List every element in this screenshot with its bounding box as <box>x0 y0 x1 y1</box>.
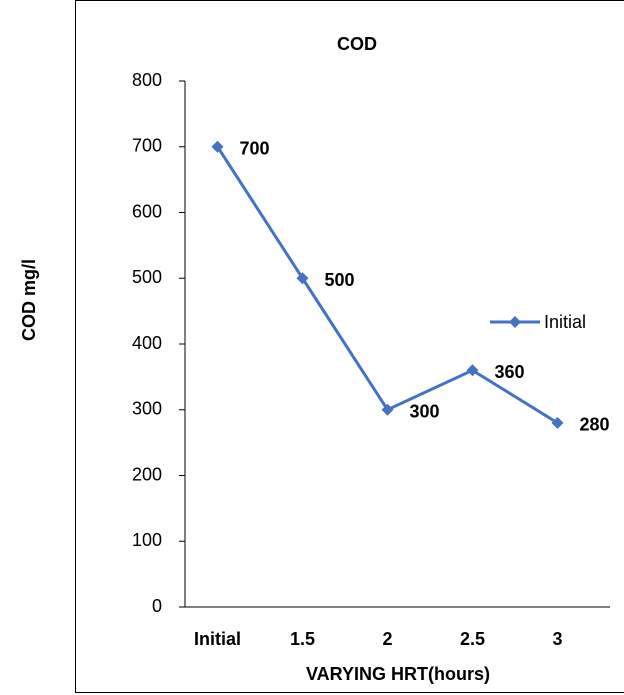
x-tick-label: 2 <box>382 629 392 649</box>
x-tick-label: Initial <box>194 629 241 649</box>
x-axis-label: VARYING HRT(hours) <box>306 664 490 684</box>
y-tick-label: 300 <box>132 399 162 419</box>
point-marker <box>381 403 394 416</box>
y-axis-label: COD mg/l <box>19 259 39 341</box>
legend-marker <box>509 316 521 328</box>
x-tick-label: 1.5 <box>290 629 315 649</box>
chart-title: COD <box>337 34 377 54</box>
y-tick-label: 500 <box>132 267 162 287</box>
y-tick-label: 700 <box>132 136 162 156</box>
x-tick-label: 3 <box>552 629 562 649</box>
data-label: 500 <box>325 270 355 290</box>
y-tick-label: 400 <box>132 333 162 353</box>
point-marker <box>466 364 479 377</box>
data-label: 700 <box>240 139 270 159</box>
point-marker <box>211 140 224 153</box>
y-tick-label: 0 <box>152 596 162 616</box>
point-marker <box>296 272 309 285</box>
y-tick-label: 600 <box>132 201 162 221</box>
data-label: 360 <box>495 362 525 382</box>
point-marker <box>551 416 564 429</box>
chart-border <box>75 0 624 693</box>
data-label: 300 <box>410 402 440 422</box>
y-tick-label: 800 <box>132 70 162 90</box>
legend-label: Initial <box>544 312 586 332</box>
y-tick-label: 100 <box>132 530 162 550</box>
x-tick-label: 2.5 <box>460 629 485 649</box>
y-tick-label: 200 <box>132 464 162 484</box>
data-label: 280 <box>580 415 610 435</box>
